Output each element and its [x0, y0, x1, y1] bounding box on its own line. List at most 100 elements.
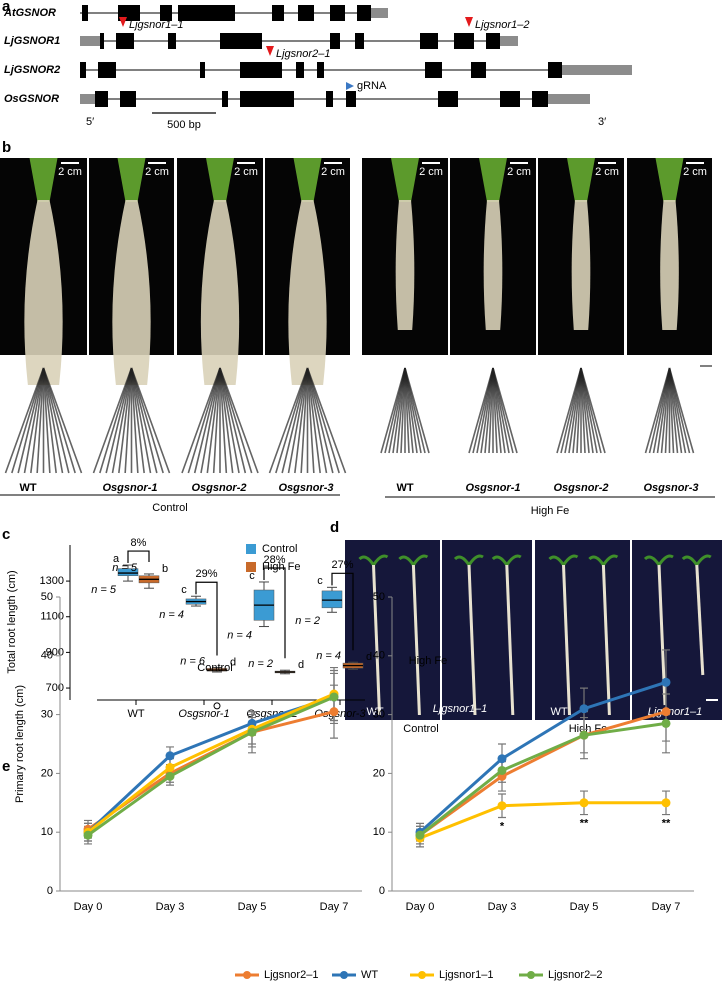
bracket	[331, 572, 354, 651]
genotype-label: Osgsnor-3	[643, 482, 698, 494]
seedling-leaf	[548, 554, 579, 566]
genotype-label: Osgsnor-3	[278, 482, 333, 494]
grna-label: gRNA	[357, 80, 387, 92]
series-line	[87, 692, 335, 834]
exon	[98, 62, 116, 78]
chart-title: High Fe	[409, 655, 448, 667]
n-label: n = 5	[91, 584, 117, 596]
y-tick-label: 50	[373, 591, 385, 603]
series-line	[87, 695, 335, 837]
seedling-root	[657, 564, 667, 706]
legend-label: High Fe	[262, 561, 301, 573]
y-tick-label: 10	[373, 826, 385, 838]
legend-label: WT	[361, 969, 378, 981]
y-tick-label: 40	[41, 650, 53, 662]
series-line	[87, 710, 335, 831]
x-tick-label: Day 5	[238, 901, 267, 913]
panel-label: d	[330, 519, 339, 536]
chart-title: Control	[197, 662, 232, 674]
scale-bar-label: 2 cm	[145, 166, 169, 178]
data-point	[497, 801, 507, 811]
seedling-root	[467, 564, 477, 716]
y-axis-label: Primary root length (cm)	[14, 685, 26, 803]
x-tick-label: Day 0	[406, 901, 435, 913]
significance: **	[662, 817, 671, 829]
scale-bar-label: 500 bp	[167, 119, 201, 131]
series-line	[419, 721, 667, 837]
exon	[168, 33, 176, 49]
exon	[357, 5, 371, 21]
roots	[483, 200, 503, 330]
group-letter: c	[317, 575, 323, 587]
exon	[80, 62, 86, 78]
bracket	[195, 581, 218, 656]
exon	[317, 62, 324, 78]
n-label: n = 4	[316, 650, 341, 662]
legend-label: Ljgsnor2–1	[264, 969, 318, 981]
scan-root	[492, 367, 518, 454]
legend-swatch	[246, 544, 256, 554]
y-tick-label: 40	[373, 650, 385, 662]
seedling-root	[601, 564, 611, 716]
data-point	[579, 798, 589, 808]
condition-label: High Fe	[531, 505, 570, 517]
legend-dot	[243, 971, 251, 979]
exon	[240, 62, 282, 78]
mutation-label: Ljgsnor1–1	[129, 19, 183, 31]
genotype-label: Osgsnor-2	[191, 482, 246, 494]
mutation-arrow	[266, 46, 274, 56]
legend-label: Ljgsnor1–1	[439, 969, 493, 981]
group-letter: d	[230, 656, 236, 668]
group-letter: c	[249, 570, 255, 582]
exon	[425, 62, 442, 78]
box	[321, 590, 343, 609]
three-prime: 3′	[598, 116, 606, 128]
genotype-label: Osgsnor-1	[465, 482, 520, 494]
reduction-label: 29%	[195, 568, 217, 580]
genotype-label: Osgsnor-2	[553, 482, 608, 494]
seedling-label: WT	[366, 706, 383, 718]
significance: *	[500, 820, 505, 832]
scan-root	[306, 367, 347, 474]
utr	[371, 8, 388, 18]
significance: **	[580, 817, 589, 829]
reduction-label: 8%	[131, 537, 147, 549]
scan-root	[219, 367, 259, 474]
roots	[395, 200, 415, 330]
n-label: n = 4	[227, 629, 252, 641]
exon	[486, 33, 500, 49]
exon	[95, 91, 108, 107]
data-point	[497, 754, 507, 764]
root-photos: 2 cm 2 cm 2 cm 2 cm 2 cm 2 cm 2 cm 2 cm WT Osgsno…	[0, 158, 715, 517]
panel-label: e	[2, 758, 10, 775]
exon	[346, 91, 356, 107]
utr	[500, 36, 518, 46]
legend-dot	[527, 971, 535, 979]
y-tick-label: 50	[41, 591, 53, 603]
bracket	[263, 567, 286, 659]
data-point	[165, 771, 175, 781]
seedling-root	[411, 564, 421, 716]
seedling-leaf	[491, 554, 522, 566]
data-point	[579, 704, 589, 714]
roots	[288, 200, 327, 385]
legend-dot	[340, 971, 348, 979]
x-tick-label: Osgsnor-3	[314, 708, 366, 720]
roots	[660, 200, 679, 330]
roots	[571, 200, 591, 330]
mutation-arrow	[465, 17, 473, 27]
y-tick-label: 1100	[40, 611, 64, 623]
seedling-leaf	[453, 554, 484, 566]
x-tick-label: Day 0	[74, 901, 103, 913]
roots	[200, 200, 240, 385]
data-point	[661, 718, 671, 728]
x-tick-label: Day 7	[652, 901, 681, 913]
scan-root	[668, 367, 695, 454]
exon	[420, 33, 438, 49]
scan-root	[580, 367, 606, 454]
data-point	[579, 730, 589, 740]
scale-bar-label: 2 cm	[321, 166, 345, 178]
utr	[80, 94, 95, 104]
scale-bar-label: 2 cm	[683, 166, 707, 178]
